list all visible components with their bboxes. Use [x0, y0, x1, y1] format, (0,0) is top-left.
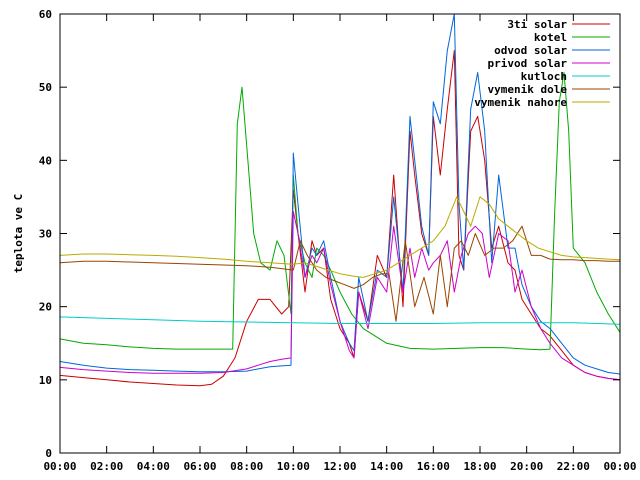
x-tick-label: 12:00: [323, 460, 356, 473]
x-tick-label: 02:00: [90, 460, 123, 473]
x-tick-label: 18:00: [463, 460, 496, 473]
x-tick-label: 16:00: [417, 460, 450, 473]
y-tick-label: 40: [39, 154, 52, 167]
y-tick-label: 0: [45, 447, 52, 460]
legend-label-6: vymenik nahore: [474, 96, 567, 109]
y-tick-label: 60: [39, 8, 52, 21]
x-tick-label: 22:00: [557, 460, 590, 473]
ticks-layer: 0 10 20 30 40 50 60 00:00 02:00 04:00 06:00 08:00 10…: [39, 8, 637, 473]
series-line-5: [59, 225, 620, 322]
y-tick-label: 30: [39, 228, 52, 241]
x-tick-label: 14:00: [370, 460, 403, 473]
x-tick-label: 00:00: [43, 460, 76, 473]
series-line-6: [59, 196, 621, 278]
x-tick-label: 06:00: [183, 460, 216, 473]
y-tick-label: 20: [39, 301, 52, 314]
legend-label-3: privod solar: [488, 57, 568, 70]
legend-label-1: kotel: [534, 31, 567, 44]
y-tick-label: 50: [39, 81, 52, 94]
x-tick-label: 10:00: [277, 460, 310, 473]
x-tick-label: 04:00: [137, 460, 170, 473]
series-line-3: [59, 211, 621, 381]
y-axis-title: teplota ve C: [12, 194, 25, 273]
legend-label-5: vymenik dole: [488, 83, 568, 96]
x-tick-label: 00:00: [603, 460, 636, 473]
series-line-2: [59, 13, 621, 375]
legend-label-4: kutloch: [521, 70, 567, 83]
series-line-1: [59, 72, 621, 351]
series-line-4: [59, 316, 621, 325]
legend-label-0: 3ti solar: [507, 18, 567, 31]
legend-label-2: odvod solar: [494, 44, 567, 57]
series-line-0: [59, 50, 621, 387]
x-tick-label: 20:00: [510, 460, 543, 473]
series-layer: [59, 13, 621, 387]
x-tick-label: 08:00: [230, 460, 263, 473]
y-tick-label: 10: [39, 374, 52, 387]
